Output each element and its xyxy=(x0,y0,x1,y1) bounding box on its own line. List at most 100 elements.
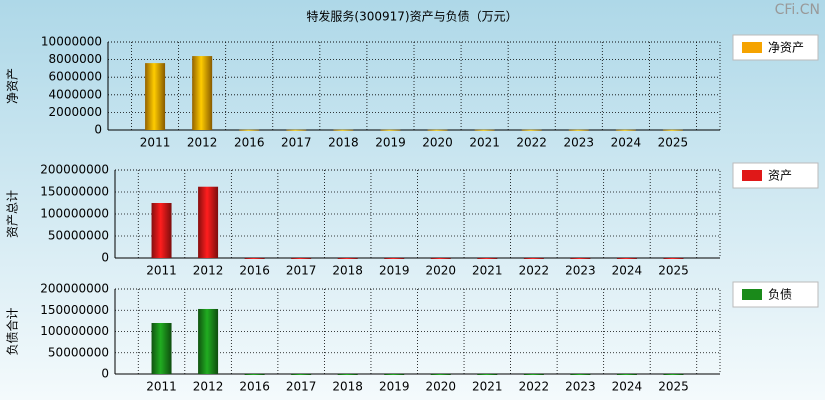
bar xyxy=(427,129,448,131)
x-tick-label: 2025 xyxy=(658,380,689,394)
y-tick-label: 2000000 xyxy=(49,105,102,119)
bar xyxy=(568,129,589,131)
bar xyxy=(570,373,591,375)
bar xyxy=(474,129,495,131)
x-tick-label: 2017 xyxy=(286,380,317,394)
y-tick-label: 50000000 xyxy=(48,345,109,359)
x-tick-label: 2020 xyxy=(425,264,456,278)
x-tick-label: 2016 xyxy=(234,136,265,150)
legend-box xyxy=(732,34,819,61)
x-tick-label: 2018 xyxy=(332,264,363,278)
bar xyxy=(662,129,683,131)
x-tick-label: 2022 xyxy=(519,380,550,394)
legend-label: 净资产 xyxy=(768,41,804,55)
y-tick-label: 100000000 xyxy=(40,324,109,338)
y-tick-label: 200000000 xyxy=(40,282,109,296)
x-tick-label: 2021 xyxy=(472,264,503,278)
bar xyxy=(198,186,219,258)
y-tick-label: 4000000 xyxy=(49,87,102,101)
bar xyxy=(430,257,451,259)
x-tick-label: 2024 xyxy=(612,380,643,394)
x-tick-label: 2016 xyxy=(239,264,270,278)
bar xyxy=(333,129,354,131)
x-tick-label: 2019 xyxy=(379,380,410,394)
x-tick-label: 2012 xyxy=(193,380,224,394)
y-tick-label: 0 xyxy=(101,367,109,381)
bar xyxy=(570,257,591,259)
y-tick-label: 200000000 xyxy=(40,163,109,177)
y-axis-label: 净资产 xyxy=(6,68,20,104)
bar xyxy=(380,129,401,131)
y-tick-label: 10000000 xyxy=(41,35,102,49)
bar xyxy=(198,308,219,374)
x-tick-label: 2021 xyxy=(469,136,500,150)
bar xyxy=(523,257,544,259)
bar xyxy=(384,257,405,259)
x-tick-label: 2019 xyxy=(375,136,406,150)
y-tick-label: 6000000 xyxy=(49,70,102,84)
x-tick-label: 2012 xyxy=(187,136,218,150)
x-tick-label: 2011 xyxy=(146,380,177,394)
x-tick-label: 2012 xyxy=(193,264,224,278)
x-tick-label: 2022 xyxy=(516,136,547,150)
y-tick-label: 150000000 xyxy=(40,185,109,199)
bar xyxy=(521,129,542,131)
bar xyxy=(477,257,498,259)
bar xyxy=(337,373,358,375)
bar xyxy=(430,373,451,375)
x-tick-label: 2019 xyxy=(379,264,410,278)
chart-title: 特发服务(300917)资产与负债（万元） xyxy=(306,9,517,24)
bar xyxy=(192,56,213,130)
bar xyxy=(151,203,172,258)
bar xyxy=(615,129,636,131)
x-tick-label: 2017 xyxy=(281,136,312,150)
bar xyxy=(616,373,637,375)
y-axis-label: 负债合计 xyxy=(5,307,20,355)
x-tick-label: 2018 xyxy=(328,136,359,150)
y-tick-label: 150000000 xyxy=(40,303,109,317)
legend-swatch xyxy=(742,289,762,300)
x-tick-label: 2025 xyxy=(658,264,689,278)
bar xyxy=(337,257,358,259)
x-tick-label: 2023 xyxy=(565,380,596,394)
bar xyxy=(616,257,637,259)
bar xyxy=(477,373,498,375)
y-tick-label: 100000000 xyxy=(40,207,109,221)
y-tick-label: 0 xyxy=(101,251,109,265)
legend-swatch xyxy=(742,170,762,181)
x-tick-label: 2020 xyxy=(422,136,453,150)
bar xyxy=(663,257,684,259)
bar xyxy=(663,373,684,375)
bar xyxy=(291,257,312,259)
bar xyxy=(244,373,265,375)
bar xyxy=(384,373,405,375)
x-tick-label: 2022 xyxy=(519,264,550,278)
x-tick-label: 2024 xyxy=(611,136,642,150)
x-tick-label: 2016 xyxy=(239,380,270,394)
legend-label: 资产 xyxy=(768,169,792,183)
x-tick-label: 2024 xyxy=(612,264,643,278)
x-tick-label: 2011 xyxy=(146,264,177,278)
x-tick-label: 2021 xyxy=(472,380,503,394)
y-tick-label: 0 xyxy=(94,123,102,137)
bar xyxy=(239,129,260,131)
x-tick-label: 2023 xyxy=(565,264,596,278)
x-tick-label: 2023 xyxy=(563,136,594,150)
bar xyxy=(151,323,172,374)
bar xyxy=(523,373,544,375)
watermark: CFi.CN xyxy=(775,2,820,18)
bar xyxy=(244,257,265,259)
x-tick-label: 2018 xyxy=(332,380,363,394)
legend-swatch xyxy=(742,42,762,53)
bar xyxy=(145,63,166,131)
bar xyxy=(286,129,307,131)
x-tick-label: 2025 xyxy=(658,136,689,150)
y-axis-label: 资产总计 xyxy=(6,190,20,238)
x-tick-label: 2017 xyxy=(286,264,317,278)
y-tick-label: 50000000 xyxy=(48,229,109,243)
x-tick-label: 2011 xyxy=(140,136,171,150)
legend-label: 负债 xyxy=(768,288,792,302)
x-tick-label: 2020 xyxy=(425,380,456,394)
